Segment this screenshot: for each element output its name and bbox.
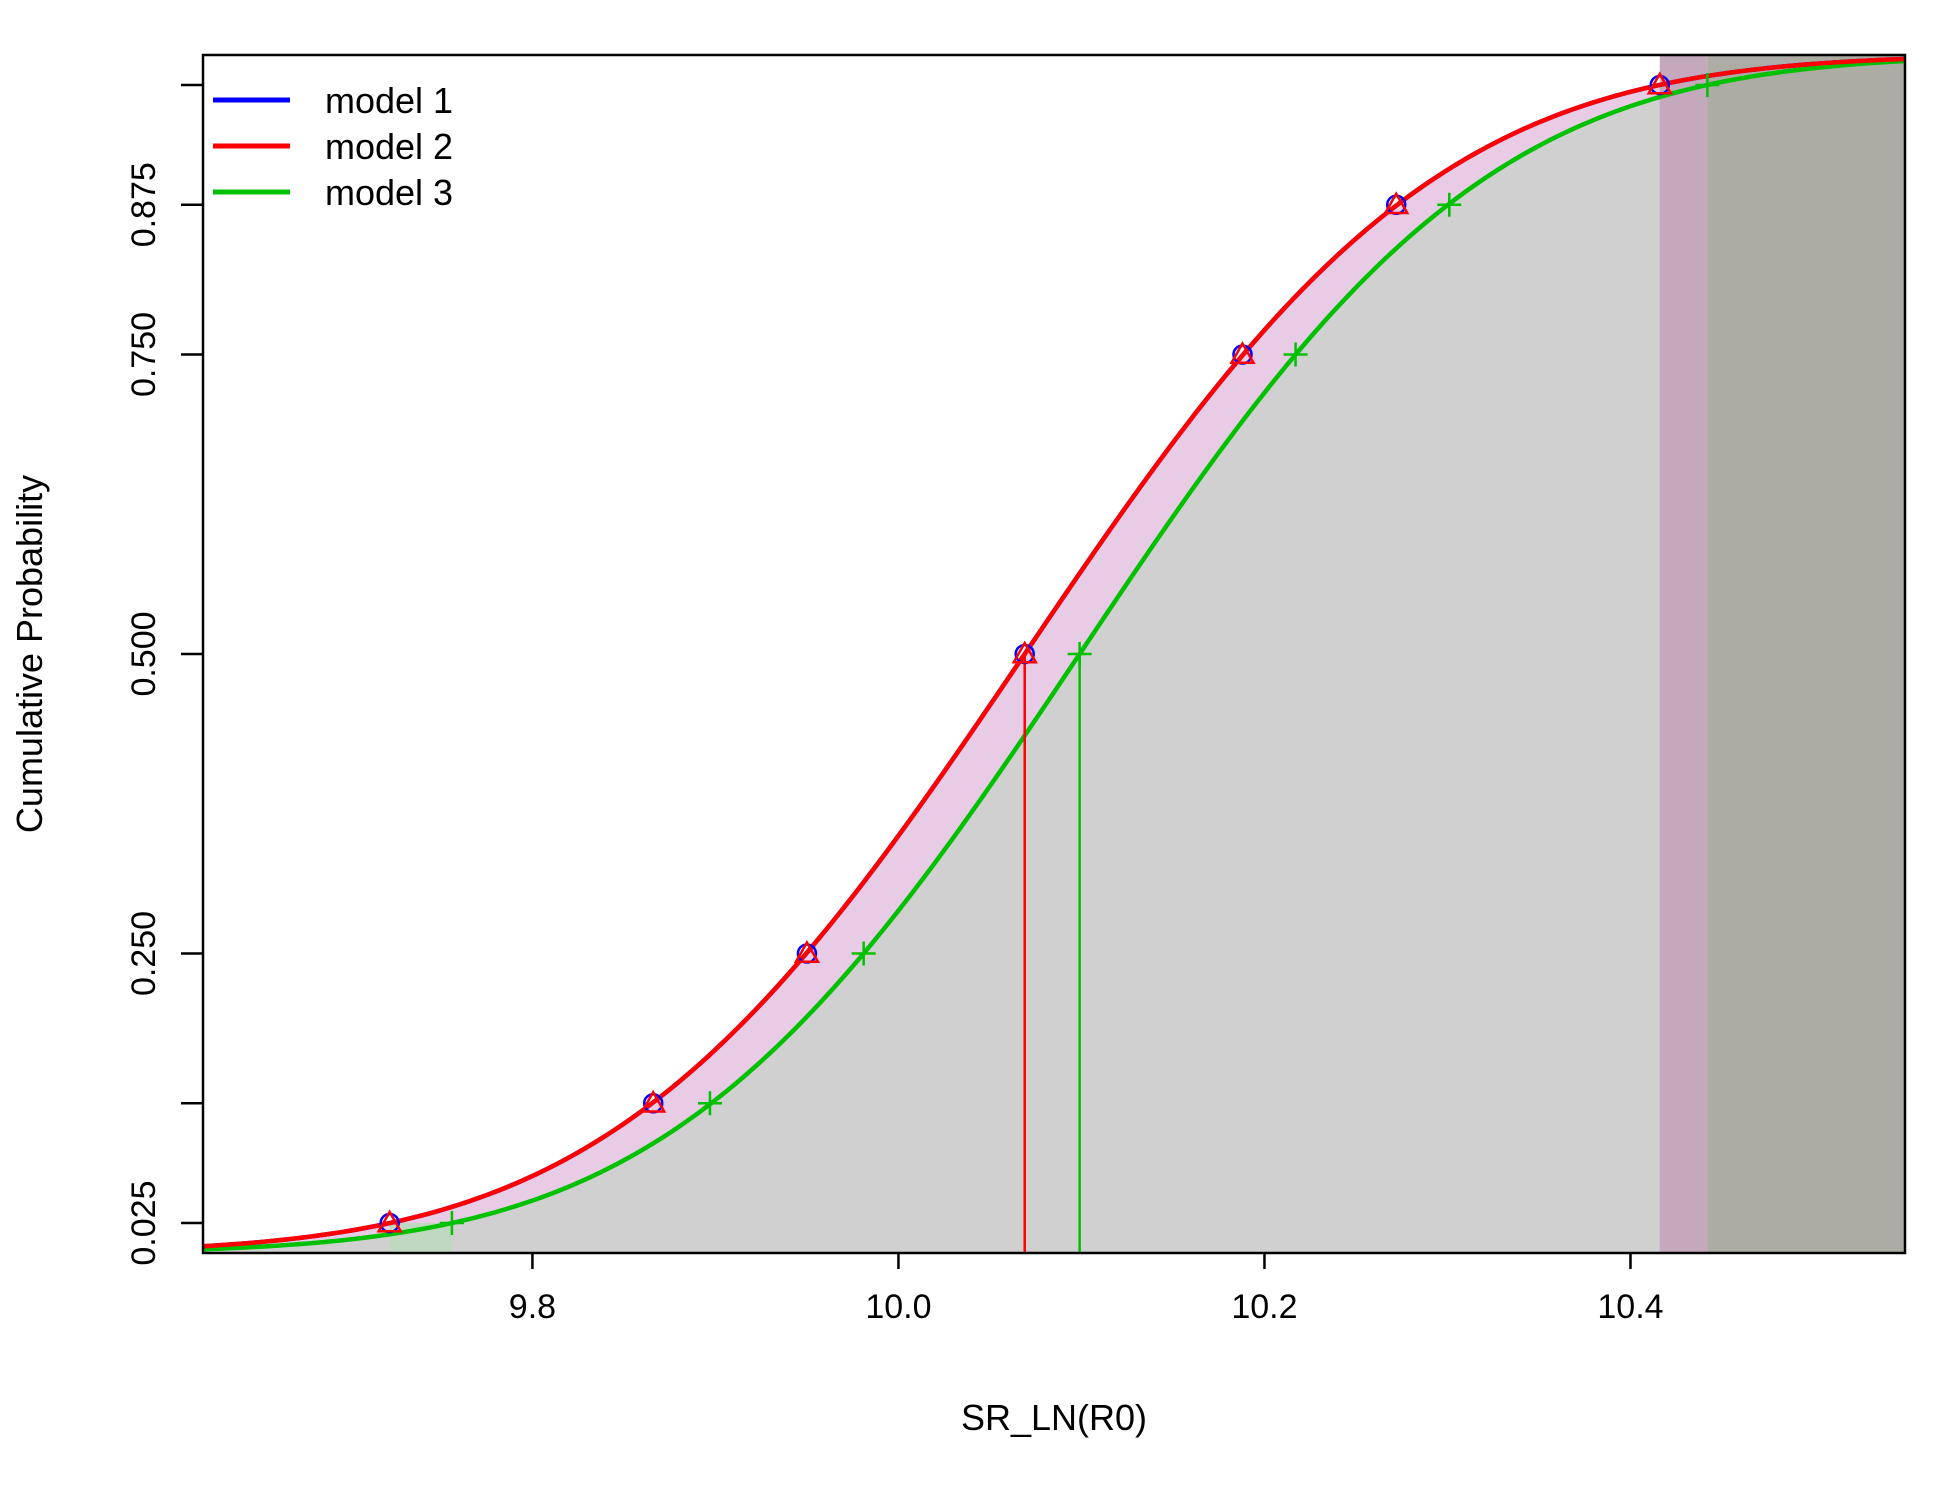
legend: model 1 model 2 model 3 — [213, 80, 453, 213]
marker-model-3 — [1695, 72, 1720, 97]
marker-model-3 — [1067, 642, 1092, 666]
x-tick-label: 10.4 — [1597, 1288, 1663, 1326]
x-tick-label: 10.0 — [865, 1288, 931, 1326]
marker-model-2 — [793, 939, 821, 963]
y-axis: 0.025 0.250 0.500 0.750 0.875 — [125, 83, 203, 1266]
legend-entry-label: model 1 — [325, 80, 453, 121]
quantile-markers — [376, 71, 1720, 1236]
marker-model-2 — [1646, 71, 1673, 95]
x-tick-label: 9.8 — [509, 1288, 556, 1326]
cdf-line-model-3 — [202, 58, 1906, 1252]
marker-model-3 — [851, 941, 876, 966]
marker-model-2 — [1383, 191, 1410, 215]
marker-model-2 — [1011, 640, 1038, 664]
upper-tail-band-outer — [1707, 55, 1905, 1253]
y-tick-label: 0.750 — [125, 312, 163, 397]
band-between-curves — [203, 58, 1905, 1250]
area-under-curve — [203, 60, 1905, 1254]
shaded-areas — [203, 55, 1905, 1254]
x-axis-label: SR_LN(R0) — [961, 1397, 1147, 1438]
marker-model-3 — [1283, 342, 1308, 367]
legend-entry-label: model 3 — [325, 172, 453, 213]
y-axis-label: Cumulative Probability — [9, 475, 50, 833]
marker-model-3 — [697, 1091, 722, 1116]
x-tick-label: 10.2 — [1231, 1288, 1297, 1326]
cdf-curves — [202, 56, 1906, 1252]
x-axis: 9.8 10.0 10.2 10.4 — [509, 1253, 1664, 1326]
upper-tail-band-inner — [1659, 55, 1708, 1253]
marker-model-3 — [439, 1211, 464, 1236]
marker-model-2 — [376, 1209, 403, 1233]
y-tick-label: 0.025 — [125, 1181, 163, 1266]
y-tick-label: 0.250 — [125, 911, 163, 996]
legend-entry-label: model 2 — [325, 126, 453, 167]
marker-model-2 — [640, 1089, 667, 1113]
median-lines — [1023, 654, 1081, 1253]
y-tick-label: 0.500 — [125, 611, 163, 696]
y-tick-label: 0.875 — [125, 162, 163, 247]
cdf-line-model-2 — [202, 56, 1906, 1249]
marker-model-2 — [1229, 340, 1256, 364]
marker-model-3 — [1437, 192, 1462, 217]
